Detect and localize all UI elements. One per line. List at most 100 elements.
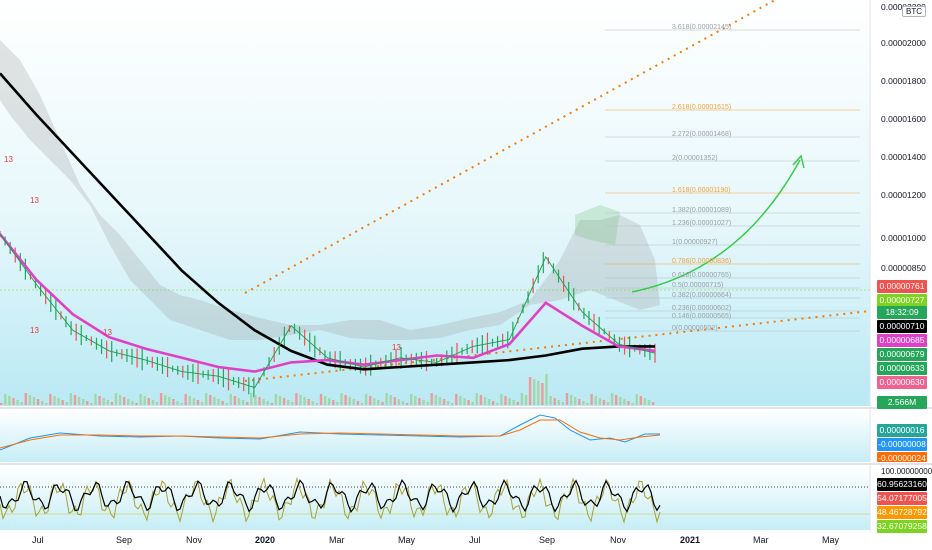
price-axis-label: 0.00000850 (881, 263, 926, 273)
arrow-head (792, 154, 805, 169)
volume-bar (610, 393, 614, 405)
volume-bar (623, 399, 626, 405)
volume-bar (569, 395, 573, 405)
volume-bar (455, 394, 458, 405)
volume-bar (254, 395, 257, 405)
price-axis-label: 0.00002000 (881, 38, 926, 48)
volume-bar (82, 399, 85, 405)
price-badge: 0.00000685 (877, 334, 927, 347)
volume-bar (90, 403, 93, 405)
volume-bar (131, 401, 134, 405)
oscillator-pane (0, 466, 870, 530)
fib-label: 0.5(0.00000715) (672, 282, 724, 289)
macd-badge: -0.00000024 (877, 452, 927, 463)
volume-bar (578, 399, 581, 405)
volume-bar (438, 397, 442, 405)
volume-bar (176, 401, 179, 405)
volume-bar (504, 396, 507, 405)
symbol-tag[interactable]: BTC (902, 6, 926, 17)
volume-bar (98, 396, 101, 405)
volume-bar (418, 398, 421, 405)
oscillator-black-line (0, 478, 661, 514)
price-axis-label: 0.00001200 (881, 190, 926, 200)
volume-bar (369, 396, 372, 405)
volume-bar (102, 398, 105, 405)
macd-badge: 0.00000016 (877, 424, 927, 437)
fib-label: 0.618(0.00000765) (672, 272, 732, 279)
volume-bar (434, 395, 437, 405)
volume-bar (373, 398, 376, 405)
volume-bar (229, 394, 232, 405)
volume-bar (639, 396, 642, 405)
volume-bar (164, 395, 167, 405)
volume-bar (332, 400, 335, 405)
time-label: Sep (539, 535, 556, 545)
volume-bar (168, 397, 171, 405)
volume-bar (414, 396, 417, 405)
fib-label: 3.618(0.00002145) (672, 24, 732, 31)
price-axis-label: 0.00001800 (881, 76, 926, 86)
volume-bar (184, 394, 187, 405)
ema-magenta-line (0, 233, 656, 373)
volume-bar (8, 396, 11, 405)
fib-label: 0.236(0.00000602) (672, 305, 732, 312)
volume-bar (295, 393, 298, 405)
volume-bar (69, 393, 73, 405)
volume-bar (463, 398, 466, 405)
volume-bar (237, 398, 241, 405)
volume-bar (487, 399, 491, 405)
volume-bar (360, 403, 364, 405)
volume-bar (508, 398, 511, 405)
oscillator-olive-line (0, 476, 661, 524)
volume-bar (0, 403, 3, 405)
price-badge: 0.00000633 (877, 362, 927, 375)
volume-bar (553, 398, 556, 405)
volume-bar (643, 398, 647, 405)
volume-bar (475, 393, 478, 405)
volume-bar (118, 395, 122, 405)
volume-bar (340, 393, 343, 405)
volume-bar (73, 395, 77, 405)
volume-bar (496, 403, 499, 405)
volume-bar (299, 395, 302, 405)
volume-bar (266, 401, 269, 405)
volume-bar (582, 401, 585, 405)
volume-bar (258, 397, 261, 405)
volume-bar (94, 394, 97, 405)
volume-bar (217, 399, 220, 405)
candle-label: 13 (103, 328, 112, 337)
volume-bar (196, 400, 200, 405)
fib-label: 0(0.00000502) (672, 325, 718, 332)
volume-bar (336, 402, 339, 405)
osc-axis-label: 100.00000000 (881, 467, 932, 476)
volume-bar (127, 399, 130, 405)
volume-bar (323, 396, 327, 405)
volume-bar (352, 399, 355, 405)
volume-bar (221, 401, 224, 405)
volume-bars (0, 374, 655, 405)
volume-bar (422, 400, 425, 405)
volume-bar (483, 397, 487, 405)
candle-label: 13 (30, 326, 39, 335)
volume-bar (53, 396, 56, 405)
volume-bar (151, 400, 155, 405)
price-badge: 0.00000727 (877, 294, 927, 307)
volume-bar (451, 403, 454, 405)
volume-bar (520, 393, 524, 405)
volume-bar (41, 401, 44, 405)
volume-bar (647, 400, 651, 405)
fib-label: 0.786(0.00000836) (672, 258, 732, 265)
volume-bar (57, 398, 60, 405)
volume-bar (561, 402, 565, 405)
volume-bar (86, 401, 89, 405)
time-label: Mar (329, 535, 345, 545)
volume-bar (233, 396, 237, 405)
volume-bar (278, 396, 282, 405)
volume-bar (12, 398, 15, 405)
price-badge: 0.00000679 (877, 348, 927, 361)
volume-bar (344, 395, 347, 405)
volume-bar (586, 403, 589, 405)
time-label: 2021 (680, 535, 701, 545)
volume-bar (549, 396, 552, 405)
